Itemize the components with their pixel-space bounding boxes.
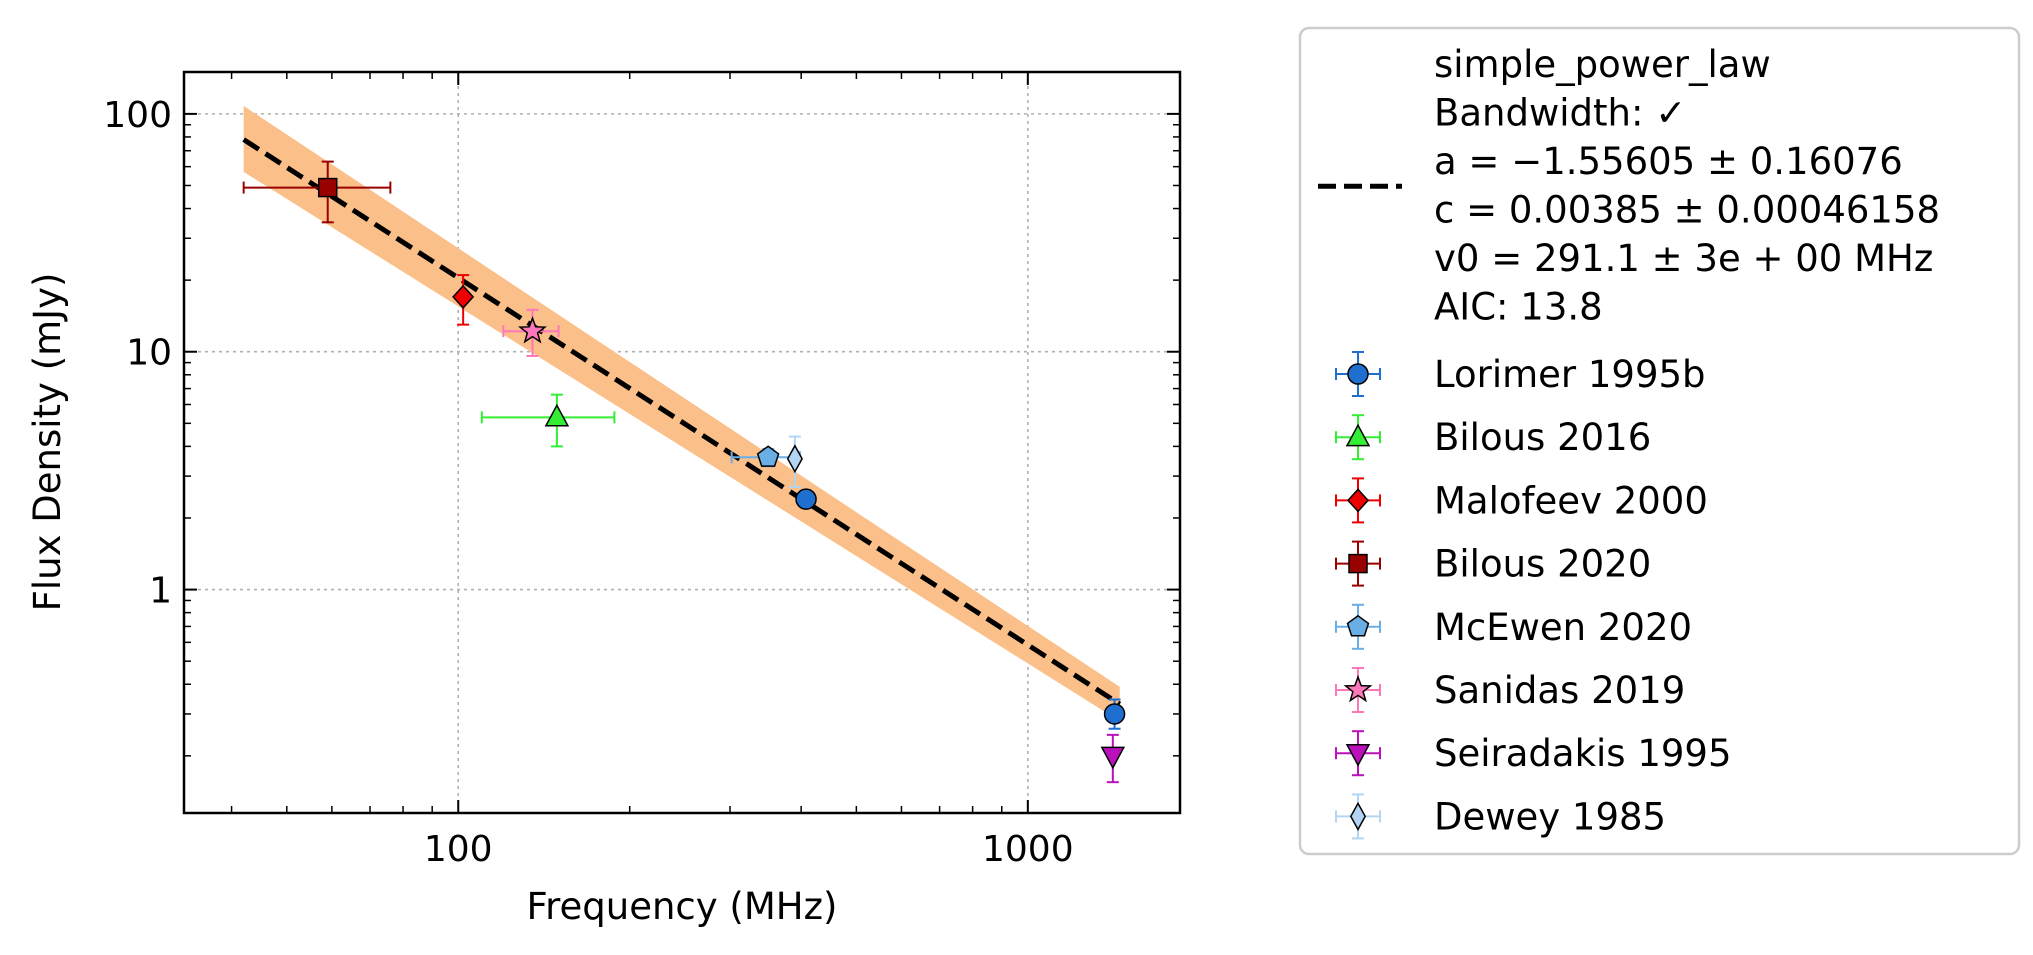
data-point [1103, 703, 1126, 725]
fit-line [242, 137, 1122, 707]
legend-entry: Bilous 2016 [1335, 414, 1651, 461]
series-lorimer-1995b [795, 488, 1126, 730]
legend-fit-info-line: c = 0.00385 ± 0.00046158 [1434, 189, 1940, 232]
legend-label: Malofeev 2000 [1434, 479, 1708, 522]
legend-entry: Lorimer 1995b [1335, 351, 1706, 397]
series-seiradakis-1995 [1100, 733, 1126, 784]
legend-fit-info-line: a = −1.55605 ± 0.16076 [1434, 140, 1903, 183]
data-point [756, 445, 780, 467]
series-mcewen-2020 [730, 445, 801, 468]
data-point [786, 444, 803, 474]
data-point [1100, 746, 1126, 770]
axis-ticks-layer [184, 72, 1180, 813]
data-point [544, 403, 570, 427]
y-axis-title: Flux Density (mJy) [26, 273, 69, 612]
legend-marker [1349, 801, 1367, 831]
fit-line-layer [242, 137, 1122, 707]
data-point [317, 177, 338, 198]
legend-label: Lorimer 1995b [1434, 353, 1706, 396]
legend: simple_power_law Bandwidth: ✓ a = −1.55605… [1298, 26, 2021, 856]
legend-marker [1343, 674, 1373, 703]
legend-marker [1345, 423, 1371, 447]
fit-band-layer [243, 105, 1120, 722]
legend-label: Sanidas 2019 [1434, 669, 1685, 712]
legend-marker [1347, 363, 1369, 385]
y-tick-label: 1 [149, 571, 172, 612]
grid-layer [184, 72, 1180, 813]
series-sanidas-2019 [502, 308, 560, 357]
fit-uncertainty-band [243, 105, 1120, 722]
plot-frame [182, 70, 1182, 815]
legend-marker [1346, 614, 1370, 637]
series-dewey-1985 [786, 435, 803, 488]
legend-entry: Dewey 1985 [1335, 793, 1666, 840]
legend-fit-info-line: AIC: 13.8 [1434, 286, 1603, 329]
legend-marker [1346, 488, 1370, 513]
legend-entry: Sanidas 2019 [1335, 667, 1685, 713]
legend-entry: Bilous 2020 [1335, 540, 1651, 587]
legend-marker [1345, 744, 1371, 767]
legend-items: simple_power_law Bandwidth: ✓ a = −1.55605… [1318, 43, 1940, 840]
x-axis-title: Frequency (MHz) [527, 885, 838, 928]
data-point [518, 316, 547, 344]
legend-label: Seiradakis 1995 [1434, 732, 1731, 775]
series-bilous-2016 [480, 393, 616, 448]
legend-entry: Seiradakis 1995 [1335, 730, 1731, 777]
data-point [795, 488, 817, 510]
legend-entry: Malofeev 2000 [1335, 477, 1708, 524]
legend-label: McEwen 2020 [1434, 606, 1692, 649]
x-tick-label: 1000 [982, 829, 1074, 870]
legend-label: Dewey 1985 [1434, 795, 1666, 838]
data-point [452, 284, 475, 310]
legend-box [1298, 26, 2021, 856]
legend-marker [1348, 553, 1368, 574]
legend-label: Bilous 2016 [1434, 416, 1651, 459]
series-bilous-2020 [242, 160, 392, 224]
tick-labels-layer: 100 1000 1 10 100 [103, 95, 1073, 870]
legend-fit-info-line: v0 = 291.1 ± 3e + 00 MHz [1434, 237, 1933, 280]
data-points-layer [242, 160, 1126, 784]
legend-fit-info-line: Bandwidth: ✓ [1434, 92, 1686, 135]
x-tick-label: 100 [424, 829, 493, 870]
legend-entry: McEwen 2020 [1335, 603, 1692, 650]
legend-fit-name: simple_power_law [1434, 43, 1771, 86]
y-tick-label: 10 [126, 333, 172, 374]
legend-label: Bilous 2020 [1434, 543, 1651, 586]
series-malofeev-2000 [452, 274, 475, 326]
y-tick-label: 100 [103, 95, 172, 136]
